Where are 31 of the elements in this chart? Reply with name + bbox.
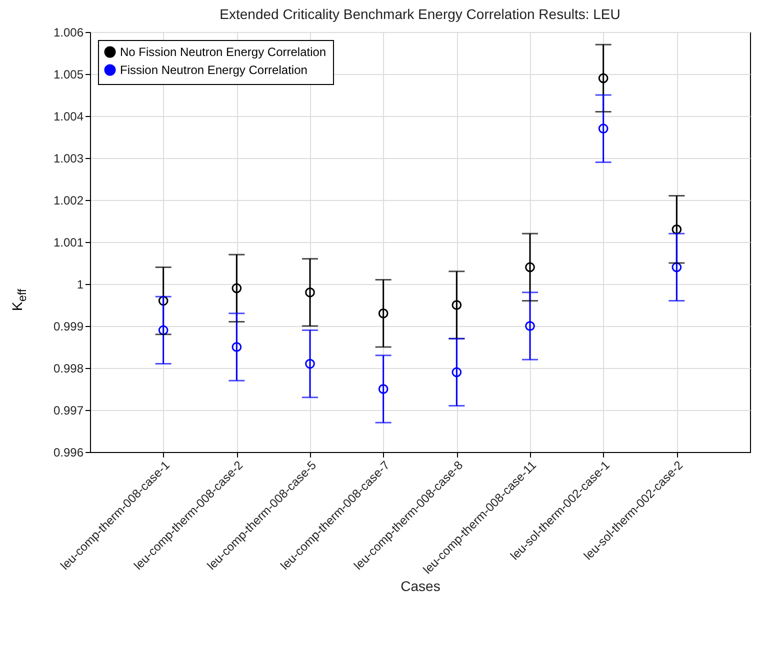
y-tick-label: 0.996 [53,446,84,460]
point [305,287,315,298]
point [598,124,608,134]
y-tick-label: 1.002 [53,194,84,208]
point [672,224,682,234]
y-tick-label: 1.003 [53,152,84,166]
point [452,300,462,310]
point [378,308,388,318]
legend-label: Fission Neutron Energy Correlation [120,63,308,77]
point [525,262,535,272]
y-tick-label: 0.997 [53,404,84,418]
chart-title: Extended Criticality Benchmark Energy Correlation Results: LEU [220,6,620,22]
y-tick-label: 1.004 [53,110,84,124]
y-tick-label: 0.999 [53,320,84,334]
y-tick-label: 1 [76,278,84,292]
y-tick-label: 1.001 [53,236,84,250]
legend-label: No Fission Neutron Energy Correlation [120,45,326,59]
point [452,367,462,378]
point [672,262,682,272]
point [158,296,168,306]
y-tick-label: 0.998 [53,362,84,376]
point [232,283,242,294]
point [598,73,608,84]
point [158,325,168,336]
point [378,384,388,394]
point [305,358,315,369]
point [525,321,535,331]
y-tick-label: 1.005 [53,68,84,82]
x-axis-title: Cases [400,578,440,594]
point [232,342,242,352]
y-tick-label: 1.006 [53,26,84,40]
